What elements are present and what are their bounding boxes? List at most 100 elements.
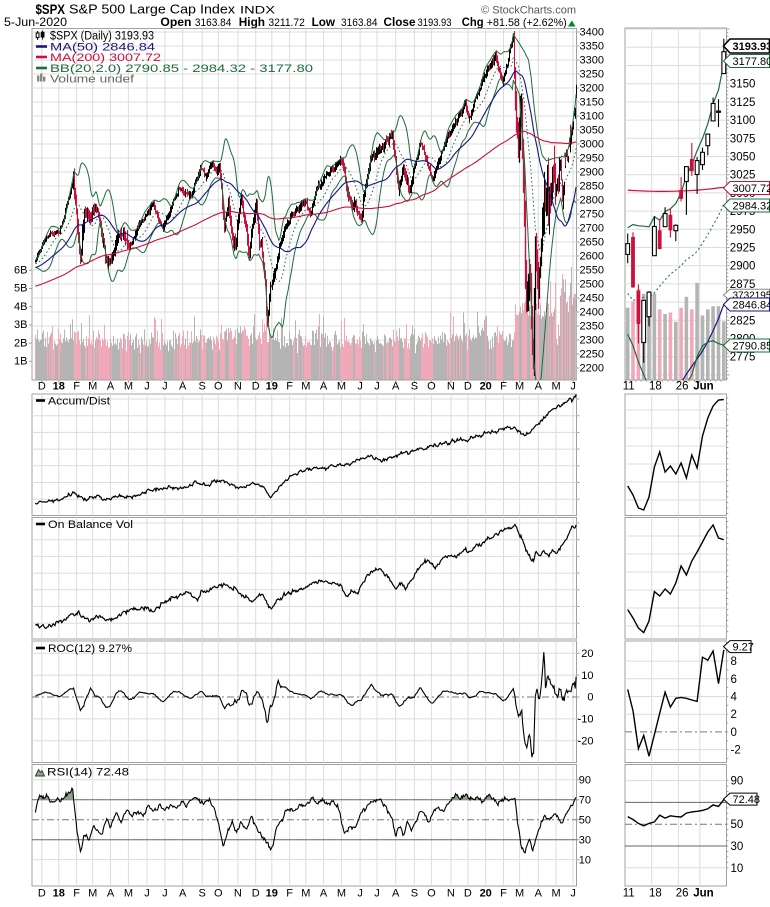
svg-text:Jun: Jun (693, 381, 713, 393)
svg-text:F: F (73, 381, 80, 393)
svg-text:A: A (179, 888, 187, 900)
svg-text:F: F (73, 888, 80, 900)
svg-text:F: F (286, 888, 293, 900)
svg-text:3007.72: 3007.72 (733, 183, 770, 195)
svg-text:M: M (88, 381, 97, 393)
svg-text:3125: 3125 (730, 97, 756, 109)
svg-text:18: 18 (649, 888, 662, 900)
svg-text:3100: 3100 (730, 115, 756, 127)
svg-text:-20: -20 (578, 736, 594, 748)
svg-text:D: D (252, 381, 260, 393)
svg-text:18: 18 (649, 381, 662, 393)
svg-text:M: M (337, 888, 346, 900)
svg-text:2825: 2825 (730, 315, 756, 327)
svg-text:2650: 2650 (580, 237, 604, 249)
svg-text:S: S (199, 888, 206, 900)
svg-text:72.48: 72.48 (733, 794, 761, 806)
svg-text:A: A (392, 381, 400, 393)
svg-text:1B: 1B (14, 356, 27, 368)
svg-text:6: 6 (731, 674, 737, 686)
svg-text:M: M (301, 381, 310, 393)
svg-text:2950: 2950 (730, 224, 756, 236)
svg-text:0: 0 (587, 692, 593, 704)
svg-text:J: J (144, 888, 150, 900)
svg-text:2775: 2775 (730, 352, 756, 364)
svg-text:3400: 3400 (580, 27, 604, 39)
svg-text:18: 18 (53, 381, 65, 393)
svg-text:3150: 3150 (730, 79, 756, 91)
svg-text:$SPX: $SPX (36, 1, 66, 17)
svg-text:70: 70 (579, 795, 591, 807)
svg-text:26: 26 (676, 888, 689, 900)
svg-text:26: 26 (676, 381, 689, 393)
svg-text:10: 10 (579, 854, 591, 866)
svg-text:11: 11 (623, 888, 635, 900)
svg-text:M: M (515, 381, 524, 393)
svg-text:A: A (320, 381, 328, 393)
svg-text:A: A (535, 888, 543, 900)
svg-text:8: 8 (731, 656, 737, 668)
svg-text:Accum/Dist: Accum/Dist (48, 395, 110, 407)
svg-text:3100: 3100 (580, 111, 604, 123)
svg-text:6B: 6B (14, 265, 27, 277)
svg-text:2984.32: 2984.32 (733, 201, 770, 213)
svg-text:Open: Open (160, 15, 191, 29)
svg-text:50: 50 (731, 819, 744, 831)
svg-text:J: J (144, 381, 150, 393)
svg-text:4: 4 (731, 692, 738, 704)
svg-text:J: J (162, 888, 168, 900)
svg-text:2700: 2700 (580, 223, 604, 235)
svg-text:J: J (374, 381, 380, 393)
svg-text:On Balance Vol: On Balance Vol (48, 519, 133, 531)
svg-text:2790.85: 2790.85 (733, 341, 770, 353)
svg-text:2400: 2400 (580, 307, 604, 319)
svg-text:3000: 3000 (580, 139, 604, 151)
svg-text:20: 20 (480, 888, 492, 900)
svg-text:O: O (214, 888, 223, 900)
svg-text:0: 0 (731, 727, 737, 739)
svg-text:D: D (38, 888, 46, 900)
svg-text:F: F (500, 381, 507, 393)
svg-text:2350: 2350 (580, 321, 604, 333)
svg-text:-2: -2 (731, 745, 741, 757)
svg-text:3075: 3075 (730, 133, 756, 145)
svg-text:2250: 2250 (580, 349, 604, 361)
svg-text:2925: 2925 (730, 243, 756, 255)
svg-text:3B: 3B (14, 319, 27, 331)
svg-text:2200: 2200 (580, 363, 604, 375)
svg-text:30: 30 (731, 841, 744, 853)
svg-text:J: J (570, 381, 576, 393)
svg-text:18: 18 (53, 888, 65, 900)
svg-text:3300: 3300 (580, 55, 604, 67)
svg-text:3200: 3200 (580, 83, 604, 95)
svg-text:2550: 2550 (580, 265, 604, 277)
svg-text:© StockCharts.com: © StockCharts.com (481, 5, 576, 17)
svg-text:A: A (320, 888, 328, 900)
svg-text:20: 20 (480, 381, 492, 393)
svg-text:M: M (301, 888, 310, 900)
svg-text:3250: 3250 (580, 69, 604, 81)
svg-text:A: A (107, 888, 115, 900)
svg-text:O: O (214, 381, 223, 393)
svg-text:ROC(12) 9.27%: ROC(12) 9.27% (48, 643, 132, 655)
svg-text:F: F (286, 381, 293, 393)
svg-text:Low: Low (312, 15, 336, 29)
svg-text:A: A (535, 381, 543, 393)
svg-text:O: O (427, 381, 436, 393)
svg-text:High: High (239, 15, 265, 29)
svg-text:3163.84: 3163.84 (341, 17, 378, 29)
svg-text:D: D (464, 381, 472, 393)
svg-text:3193.93: 3193.93 (418, 17, 452, 29)
svg-text:N: N (447, 888, 455, 900)
svg-text:90: 90 (731, 776, 744, 788)
svg-text:J: J (374, 888, 380, 900)
svg-text:D: D (38, 381, 46, 393)
svg-text:M: M (552, 381, 561, 393)
svg-text:J: J (357, 888, 363, 900)
svg-text:J: J (162, 381, 168, 393)
svg-text:2300: 2300 (580, 335, 604, 347)
svg-text:20: 20 (581, 648, 593, 660)
svg-text:2800: 2800 (580, 195, 604, 207)
svg-text:4B: 4B (14, 301, 27, 313)
svg-text:30: 30 (579, 834, 591, 846)
